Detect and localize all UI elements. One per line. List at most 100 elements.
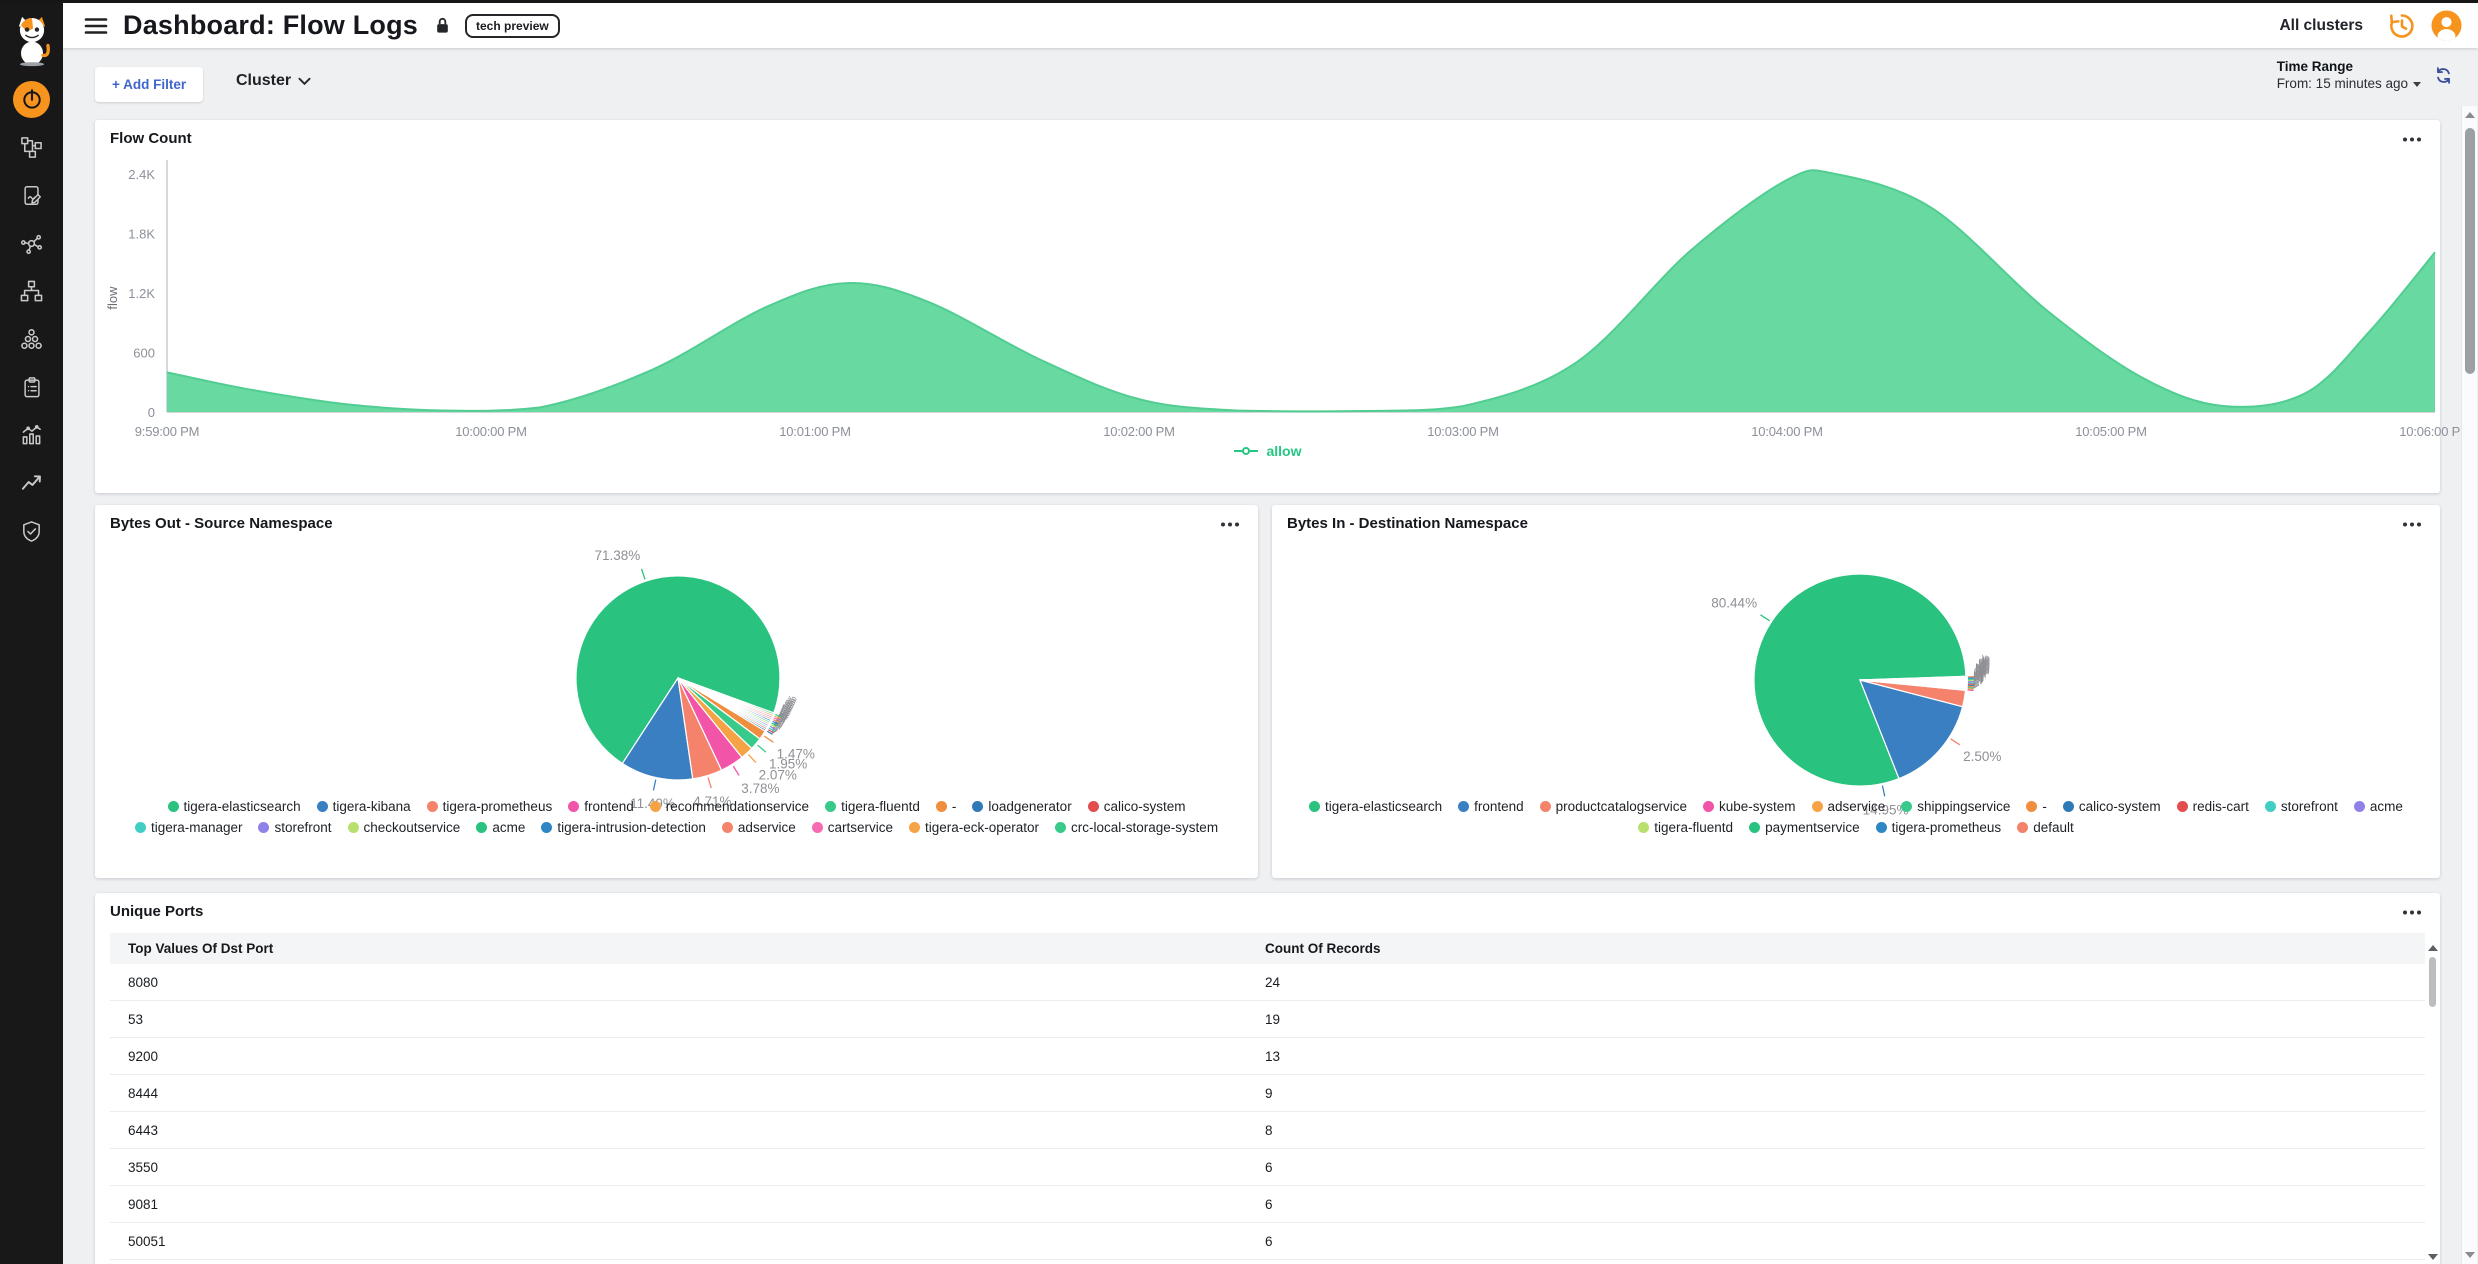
panel-menu-icon[interactable] — [1220, 515, 1240, 533]
legend-item-loadgenerator[interactable]: loadgenerator — [972, 798, 1071, 815]
y-tick-label: 2.4K — [128, 167, 155, 182]
legend-item-recommendationservice[interactable]: recommendationservice — [650, 798, 809, 815]
table-scrollbar[interactable] — [2428, 945, 2438, 1260]
cell-dst-port: 9200 — [128, 1049, 158, 1064]
user-avatar[interactable] — [2431, 10, 2462, 41]
cluster-dropdown[interactable]: Cluster — [236, 72, 311, 90]
legend-dot — [1901, 801, 1912, 812]
legend-item-tigera-prometheus[interactable]: tigera-prometheus — [1876, 819, 2002, 836]
legend-item-crc-local-storage-system[interactable]: crc-local-storage-system — [1055, 819, 1218, 836]
legend-item-redis-cart[interactable]: redis-cart — [2177, 798, 2249, 815]
scrollbar-thumb[interactable] — [2429, 957, 2436, 1007]
x-tick-label: 10:05:00 PM — [2075, 424, 2147, 439]
sidebar-item-compliance[interactable] — [20, 375, 44, 399]
legend-dot — [427, 801, 438, 812]
legend-label: tigera-fluentd — [1654, 819, 1733, 836]
legend-dot — [812, 822, 823, 833]
cell-dst-port: 8080 — [128, 975, 158, 990]
legend-item-tigera-fluentd[interactable]: tigera-fluentd — [1638, 819, 1733, 836]
scrollbar-thumb[interactable] — [2465, 128, 2475, 374]
panel-menu-icon[interactable] — [2402, 515, 2422, 533]
legend-label: default — [2033, 819, 2074, 836]
sidebar-item-trends[interactable] — [20, 471, 44, 495]
table-header-row: Top Values Of Dst Port Count Of Records — [110, 933, 2425, 964]
panel-menu-icon[interactable] — [2402, 130, 2422, 148]
flow-legend[interactable]: allow — [95, 443, 2440, 459]
scroll-up-arrow-icon[interactable] — [2428, 945, 2438, 951]
legend-item-cartservice[interactable]: cartservice — [812, 819, 893, 836]
add-filter-button[interactable]: + Add Filter — [95, 67, 203, 102]
legend-item-tigera-prometheus[interactable]: tigera-prometheus — [427, 798, 553, 815]
legend-item-tigera-intrusion-detection[interactable]: tigera-intrusion-detection — [541, 819, 706, 836]
legend-dot — [348, 822, 359, 833]
legend-item-paymentservice[interactable]: paymentservice — [1749, 819, 1860, 836]
legend-item-default[interactable]: default — [2017, 819, 2074, 836]
panel-menu-icon[interactable] — [2402, 903, 2422, 921]
calico-cat-logo-icon[interactable] — [10, 13, 54, 67]
legend-label: checkoutservice — [364, 819, 461, 836]
legend-item-shippingservice[interactable]: shippingservice — [1901, 798, 2010, 815]
legend-item-adservice[interactable]: adservice — [722, 819, 796, 836]
legend-item-tigera-manager[interactable]: tigera-manager — [135, 819, 243, 836]
sidebar-item-endpoints[interactable] — [20, 231, 44, 255]
table-row: 84449 — [110, 1075, 2425, 1112]
legend-item-checkoutservice[interactable]: checkoutservice — [348, 819, 461, 836]
legend-item-tigera-eck-operator[interactable]: tigera-eck-operator — [909, 819, 1039, 836]
scroll-up-arrow-icon[interactable] — [2465, 112, 2475, 118]
cluster-selector[interactable]: All clusters — [2279, 17, 2363, 35]
allow-legend-marker — [1233, 446, 1259, 456]
sidebar-item-flow-logs[interactable] — [20, 183, 44, 207]
legend-item--[interactable]: - — [936, 798, 957, 815]
legend-dot — [722, 822, 733, 833]
history-icon[interactable] — [2387, 11, 2417, 41]
column-header-dst-port: Top Values Of Dst Port — [128, 941, 273, 956]
scroll-down-arrow-icon[interactable] — [2465, 1252, 2475, 1258]
legend-item-acme[interactable]: acme — [476, 819, 525, 836]
sidebar-item-analytics[interactable] — [20, 423, 44, 447]
legend-item-tigera-kibana[interactable]: tigera-kibana — [317, 798, 411, 815]
bar-chart-icon — [20, 424, 43, 447]
panel-bytes-out: Bytes Out - Source Namespace 71.38%11.49… — [95, 505, 1258, 878]
sitemap-icon — [20, 280, 43, 303]
panel-flow-count: Flow Count 06001.2K1.8K2.4K9:59:00 PM10:… — [95, 120, 2440, 493]
sidebar-item-service-graph[interactable] — [20, 135, 44, 159]
page-scrollbar[interactable] — [2461, 106, 2477, 1264]
table-row: 500516 — [110, 1223, 2425, 1260]
legend-dot — [972, 801, 983, 812]
legend-item-tigera-fluentd[interactable]: tigera-fluentd — [825, 798, 920, 815]
sidebar-item-dashboard[interactable] — [20, 87, 44, 111]
sidebar-item-security[interactable] — [20, 519, 44, 543]
legend-item-tigera-elasticsearch[interactable]: tigera-elasticsearch — [168, 798, 301, 815]
sidebar-item-clusters[interactable] — [20, 327, 44, 351]
area-series-allow — [167, 170, 2435, 412]
scroll-down-arrow-icon[interactable] — [2428, 1254, 2438, 1260]
legend-item-calico-system[interactable]: calico-system — [2063, 798, 2161, 815]
legend-label: tigera-manager — [151, 819, 243, 836]
legend-item-tigera-elasticsearch[interactable]: tigera-elasticsearch — [1309, 798, 1442, 815]
sidebar-item-network[interactable] — [20, 279, 44, 303]
legend-item-storefront[interactable]: storefront — [2265, 798, 2338, 815]
legend-item-kube-system[interactable]: kube-system — [1703, 798, 1796, 815]
hamburger-menu-icon[interactable] — [83, 13, 109, 39]
refresh-icon[interactable] — [2433, 65, 2454, 86]
pie-label: 3.78% — [741, 781, 779, 796]
legend-label: productcatalogservice — [1556, 798, 1687, 815]
legend-item-storefront[interactable]: storefront — [258, 819, 331, 836]
legend-item-acme[interactable]: acme — [2354, 798, 2403, 815]
time-range-value[interactable]: From: 15 minutes ago — [2277, 76, 2421, 91]
gauge-icon — [13, 81, 50, 118]
table-row: 90816 — [110, 1186, 2425, 1223]
legend-item-productcatalogservice[interactable]: productcatalogservice — [1540, 798, 1687, 815]
legend-item-calico-system[interactable]: calico-system — [1088, 798, 1186, 815]
legend-dot — [1088, 801, 1099, 812]
legend-label: adservice — [1828, 798, 1886, 815]
pie-label: 71.38% — [594, 548, 640, 563]
legend-item-frontend[interactable]: frontend — [1458, 798, 1524, 815]
legend-item-adservice[interactable]: adservice — [1812, 798, 1886, 815]
legend-label: crc-local-storage-system — [1071, 819, 1218, 836]
legend-item--[interactable]: - — [2026, 798, 2047, 815]
clipboard-icon — [21, 376, 43, 399]
legend-label: frontend — [1474, 798, 1524, 815]
legend-item-frontend[interactable]: frontend — [568, 798, 634, 815]
legend-label: acme — [2370, 798, 2403, 815]
